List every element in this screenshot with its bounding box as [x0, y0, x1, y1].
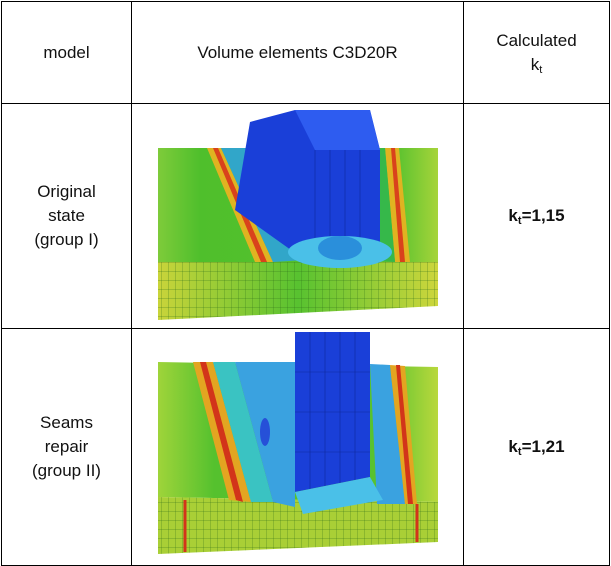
label-line: Seams: [40, 413, 93, 432]
header-text: Calculated: [496, 31, 576, 50]
header-cell: Volume elements C3D20R: [132, 2, 464, 104]
header-row: model Volume elements C3D20R Calculated k…: [2, 2, 610, 104]
label-line: (group II): [32, 461, 101, 480]
image-cell: [132, 329, 464, 566]
symbol: k: [531, 55, 540, 74]
label-line: repair: [45, 437, 88, 456]
header-cell: model: [2, 2, 132, 104]
row: Original state (group I): [2, 104, 610, 329]
symbol: k: [508, 206, 517, 225]
label-line: state: [48, 206, 85, 225]
row: Seams repair (group II): [2, 329, 610, 566]
result-cell: kt=1,15: [464, 104, 610, 329]
subscript: t: [539, 64, 542, 76]
fem-model-repair: [155, 332, 440, 562]
result-cell: kt=1,21: [464, 329, 610, 566]
results-table: model Volume elements C3D20R Calculated k…: [1, 1, 610, 566]
label-cell: Original state (group I): [2, 104, 132, 329]
label-line: Original: [37, 182, 96, 201]
result-value: =1,21: [522, 437, 565, 456]
header-cell: Calculated kt: [464, 2, 610, 104]
symbol: k: [508, 437, 517, 456]
label-line: (group I): [34, 230, 98, 249]
header-text: model: [43, 43, 89, 62]
header-text: Volume elements C3D20R: [197, 43, 397, 62]
fem-model-original: [155, 110, 440, 322]
label-cell: Seams repair (group II): [2, 329, 132, 566]
image-cell: [132, 104, 464, 329]
result-value: =1,15: [522, 206, 565, 225]
page: model Volume elements C3D20R Calculated k…: [0, 0, 611, 566]
